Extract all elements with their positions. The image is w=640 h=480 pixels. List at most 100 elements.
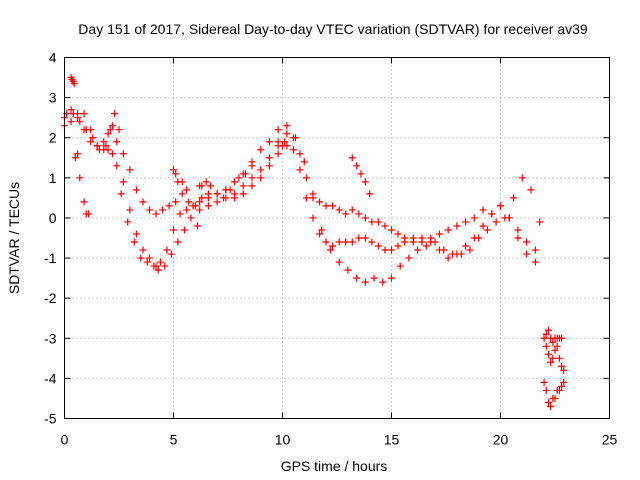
data-point [274,126,282,134]
data-point [292,134,300,142]
data-point [488,210,496,218]
data-point [558,382,566,390]
y-tick-label: -4 [44,370,57,386]
data-point [302,194,310,202]
data-point [126,166,134,174]
data-point [213,190,221,198]
data-point [536,218,544,226]
y-tick-label: 2 [49,130,57,146]
data-point [547,402,555,410]
data-point [108,122,116,130]
data-point [518,174,526,182]
data-point [357,170,365,178]
data-point [289,146,297,154]
data-point [95,146,103,154]
data-point [309,214,317,222]
data-point [89,134,97,142]
x-axis-label: GPS time / hours [281,458,388,474]
data-point [154,266,162,274]
data-point [379,278,387,286]
data-point [302,174,310,182]
data-point [405,254,413,262]
x-tick-label: 10 [275,432,291,448]
data-point [111,110,119,118]
series-late-cluster [540,326,568,410]
data-point [74,150,82,158]
data-point [113,162,121,170]
data-point [204,190,212,198]
x-tick-label: 25 [602,432,618,448]
data-point [137,254,145,262]
data-point [161,262,169,270]
data-point [514,234,522,242]
series-track-a [61,106,539,270]
data-point [93,142,101,150]
data-point [531,258,539,266]
data-point [549,354,557,362]
data-point [435,230,443,238]
data-point [431,238,439,246]
data-point [187,214,195,222]
data-points [61,74,568,410]
data-point [159,206,167,214]
data-point [479,222,487,230]
data-point [231,194,239,202]
data-point [335,258,343,266]
data-point [296,166,304,174]
data-point [130,238,138,246]
data-point [479,206,487,214]
y-tick-label: 3 [49,90,57,106]
data-point [462,242,470,250]
data-point [396,262,404,270]
y-tick-label: -3 [44,330,57,346]
data-point [388,246,395,254]
data-point [80,198,88,206]
data-point [265,138,273,146]
x-tick-label: 5 [170,432,178,448]
data-point [248,174,256,182]
data-point [84,210,92,218]
data-point [453,222,461,230]
data-point [558,334,566,342]
data-point [152,210,160,218]
grid-lines [64,57,610,419]
data-point [76,118,84,126]
data-point [368,218,376,226]
data-point [165,202,173,210]
data-point [374,242,382,250]
data-point [370,274,378,282]
data-point [204,202,212,210]
data-point [342,210,350,218]
data-point [361,214,369,222]
data-point [540,334,548,342]
data-point [544,350,552,358]
data-point [207,182,215,190]
data-point [257,174,265,182]
data-point [257,146,265,154]
data-point [540,378,548,386]
data-point [348,206,356,214]
data-point [542,342,550,350]
data-point [183,206,191,214]
data-point [355,234,363,242]
data-point [470,214,478,222]
data-point [514,226,522,234]
data-point [560,366,568,374]
data-point [126,206,134,214]
data-point [104,130,112,138]
data-point [248,162,256,170]
data-point [274,138,282,146]
data-point [106,126,114,134]
data-point [560,378,568,386]
x-tick-label: 20 [493,432,509,448]
data-point [335,238,343,246]
data-point [544,398,552,406]
data-point [492,218,500,226]
data-point [143,258,151,266]
data-point [113,138,121,146]
data-point [119,178,127,186]
data-point [547,358,555,366]
data-point [409,234,417,242]
y-tick-label: -5 [44,411,57,427]
